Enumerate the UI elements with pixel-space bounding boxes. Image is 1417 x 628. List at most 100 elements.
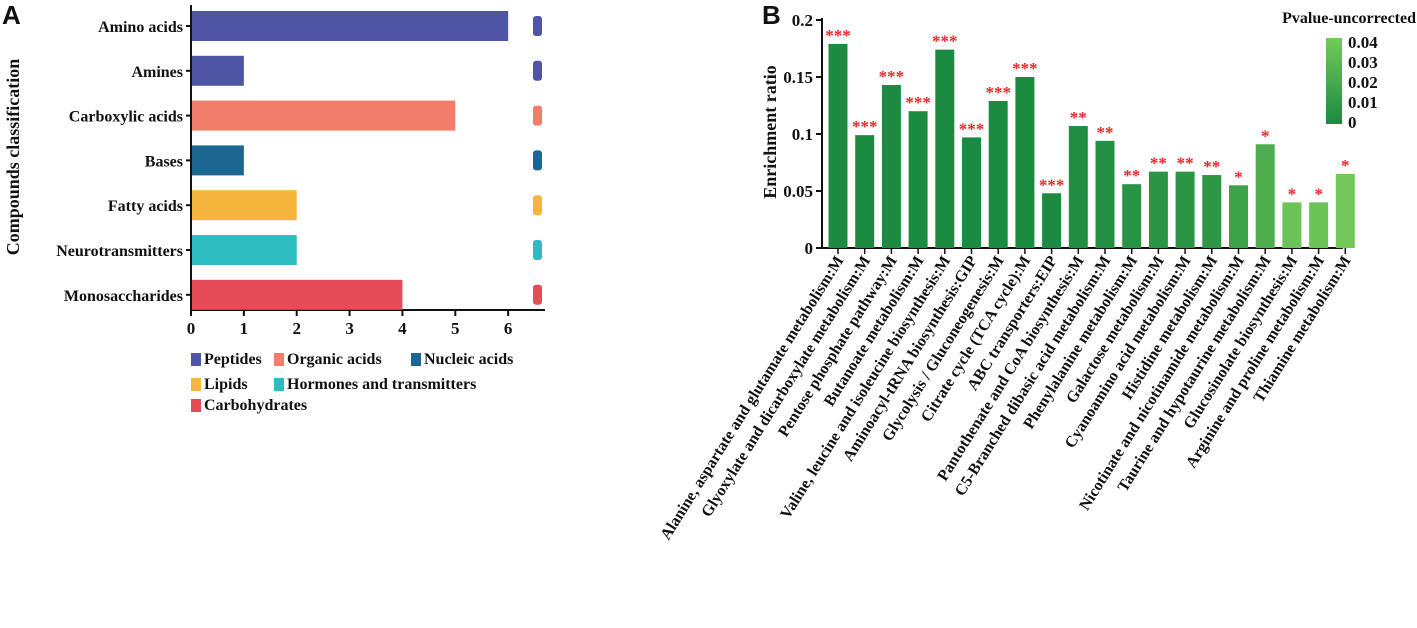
group-marker-amines xyxy=(533,60,542,81)
legend-label-lipids: Lipids xyxy=(204,376,248,393)
significance-label-abc-transporters-eip: *** xyxy=(1039,175,1065,194)
y-tick-label-monosaccharides: Monosaccharides xyxy=(64,288,183,305)
significance-label-nicotinate-and-nicotinamide-metabolism-m: * xyxy=(1234,167,1243,186)
legend-label-carbohydrates: Carbohydrates xyxy=(204,397,307,414)
bar-pentose-phosphate-pathway-m xyxy=(881,84,901,248)
y-tick-label-amino-acids: Amino acids xyxy=(98,19,183,36)
bar-aminoacyl-trna-biosynthesis-gip xyxy=(962,137,981,248)
significance-label-histidine-metabolism-m: ** xyxy=(1203,157,1220,176)
group-marker-bases xyxy=(533,150,542,171)
significance-label-pentose-phosphate-pathway-m: *** xyxy=(879,67,905,86)
bar-pantothenate-and-coa-biosynthesis-m xyxy=(1068,126,1088,248)
y-tick-label-0-05: 0.05 xyxy=(783,182,813,201)
panel-b-y-axis-title: Enrichment ratio xyxy=(760,65,780,198)
y-tick-label-0: 0 xyxy=(805,239,814,258)
legend-swatch-carbohydrates xyxy=(191,399,201,412)
colorbar-tick-label-0-02: 0.02 xyxy=(1348,73,1378,92)
bar-amines xyxy=(192,55,244,86)
bar-cyanoamino-acid-metabolism-m xyxy=(1175,171,1195,248)
bar-fatty-acids xyxy=(192,190,297,221)
x-tick-label-2: 2 xyxy=(292,319,301,338)
bar-neurotransmitters xyxy=(192,235,297,265)
significance-label-glycolysis-gluconeogenesis-m: *** xyxy=(985,83,1011,102)
x-tick-label-6: 6 xyxy=(504,319,513,338)
bar-alanine-aspartate-and-glutamate-metabolism-m xyxy=(828,43,848,248)
panel-a-y-axis-title: Compounds classification xyxy=(3,59,23,256)
group-marker-neurotransmitters xyxy=(533,240,542,260)
group-marker-monosaccharides xyxy=(533,284,542,305)
x-tick-label-3: 3 xyxy=(345,319,354,338)
bar-taurine-and-hypotaurine-metabolism-m xyxy=(1255,144,1275,248)
x-tick-label-5: 5 xyxy=(451,319,460,338)
significance-label-citrate-cycle-tca-cycle-m: *** xyxy=(1012,59,1038,78)
x-tick-label-0: 0 xyxy=(187,319,196,338)
bar-arginine-and-proline-metabolism-m xyxy=(1309,202,1329,248)
y-tick-label-0-15: 0.15 xyxy=(783,68,813,87)
bar-valine-leucine-and-isoleucine-biosynthesis-m xyxy=(935,49,955,248)
group-marker-amino-acids xyxy=(533,16,542,36)
colorbar-tick-label-0-04: 0.04 xyxy=(1348,33,1378,52)
colorbar xyxy=(1326,38,1342,124)
y-tick-label-fatty-acids: Fatty acids xyxy=(108,198,183,215)
bar-monosaccharides xyxy=(192,279,403,310)
significance-label-phenylalanine-metabolism-m: ** xyxy=(1123,166,1140,185)
colorbar-tick-label-0-01: 0.01 xyxy=(1348,93,1378,112)
legend-swatch-nucleic-acids xyxy=(411,353,421,366)
legend-swatch-hormones-and-transmitters xyxy=(274,378,284,391)
bar-galactose-metabolism-m xyxy=(1148,171,1168,248)
y-tick-label-bases: Bases xyxy=(145,153,183,170)
x-tick-label-4: 4 xyxy=(398,319,407,338)
legend-label-nucleic-acids: Nucleic acids xyxy=(424,351,513,368)
panel-a-compounds-classification: A Amino acids Amines Carboxylic acids Bases… xyxy=(2,0,545,414)
significance-label-thiamine-metabolism-m: * xyxy=(1341,156,1350,175)
significance-label-aminoacyl-trna-biosynthesis-gip: *** xyxy=(959,119,985,138)
legend-label-organic-acids: Organic acids xyxy=(287,351,382,368)
significance-label-butanoate-metabolism-m: *** xyxy=(905,93,931,112)
y-tick-label-neurotransmitters: Neurotransmitters xyxy=(56,243,183,260)
significance-label-pantothenate-and-coa-biosynthesis-m: ** xyxy=(1070,108,1087,127)
bar-citrate-cycle-tca-cycle-m xyxy=(1015,77,1035,248)
colorbar-title: Pvalue-uncorrected xyxy=(1282,10,1416,27)
group-marker-carboxylic-acids xyxy=(533,105,542,126)
bar-glucosinolate-biosynthesis-m xyxy=(1282,202,1302,248)
y-tick-label-0-1: 0.1 xyxy=(792,125,813,144)
significance-label-galactose-metabolism-m: ** xyxy=(1150,154,1167,173)
significance-label-taurine-and-hypotaurine-metabolism-m: * xyxy=(1261,126,1270,145)
y-tick-label-0-2: 0.2 xyxy=(792,11,813,30)
legend-swatch-organic-acids xyxy=(274,353,284,366)
significance-label-c5-branched-dibasic-acid-metabolism-m: ** xyxy=(1097,123,1114,142)
panel-b-letter: B xyxy=(762,0,781,30)
bar-glyoxylate-and-dicarboxylate-metabolism-m xyxy=(855,135,875,248)
bar-butanoate-metabolism-m xyxy=(908,111,928,248)
x-tick-label-alanine-aspartate-and-glutamate-metabolism-m: Alanine, aspartate and glutamate metabol… xyxy=(658,253,848,543)
y-tick-label-carboxylic-acids: Carboxylic acids xyxy=(69,109,183,126)
legend-label-hormones-and-transmitters: Hormones and transmitters xyxy=(287,376,476,393)
bar-c5-branched-dibasic-acid-metabolism-m xyxy=(1095,140,1115,248)
bar-glycolysis-gluconeogenesis-m xyxy=(988,100,1008,248)
bar-phenylalanine-metabolism-m xyxy=(1122,184,1142,248)
panel-a-letter: A xyxy=(2,0,21,30)
bar-amino-acids xyxy=(192,11,509,41)
y-tick-label-amines: Amines xyxy=(131,64,183,81)
colorbar-tick-label-0: 0 xyxy=(1348,113,1357,132)
bar-carboxylic-acids xyxy=(192,100,456,131)
colorbar-tick-label-0-03: 0.03 xyxy=(1348,53,1378,72)
significance-label-arginine-and-proline-metabolism-m: * xyxy=(1314,184,1323,203)
significance-label-glucosinolate-biosynthesis-m: * xyxy=(1288,184,1297,203)
legend-label-peptides: Peptides xyxy=(204,351,262,368)
bar-bases xyxy=(192,145,244,176)
x-tick-label-1: 1 xyxy=(240,319,249,338)
significance-label-alanine-aspartate-and-glutamate-metabolism-m: *** xyxy=(825,26,851,45)
legend-swatch-lipids xyxy=(191,378,201,391)
bar-histidine-metabolism-m xyxy=(1202,175,1222,248)
legend-swatch-peptides xyxy=(191,353,201,366)
group-marker-fatty-acids xyxy=(533,195,542,216)
significance-label-valine-leucine-and-isoleucine-biosynthesis-m: *** xyxy=(932,32,958,51)
bar-nicotinate-and-nicotinamide-metabolism-m xyxy=(1229,185,1248,248)
bar-abc-transporters-eip xyxy=(1042,193,1062,248)
significance-label-glyoxylate-and-dicarboxylate-metabolism-m: *** xyxy=(852,117,878,136)
significance-label-cyanoamino-acid-metabolism-m: ** xyxy=(1177,154,1194,173)
bar-thiamine-metabolism-m xyxy=(1335,173,1355,248)
